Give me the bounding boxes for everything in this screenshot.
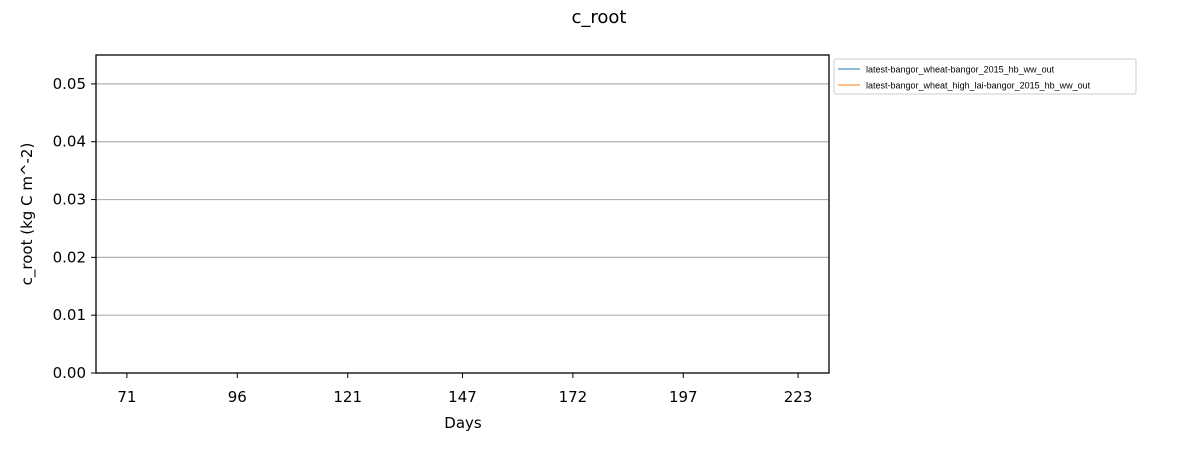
x-tick-label-1: 96 — [228, 388, 247, 406]
x-tick-label-6: 223 — [784, 388, 813, 406]
legend-label-0: latest-bangor_wheat-bangor_2015_hb_ww_ou… — [866, 65, 1055, 75]
y-tick-label-0: 0.00 — [53, 364, 86, 382]
x-tick-label-3: 147 — [448, 388, 477, 406]
y-axis: 0.00 0.01 0.02 0.03 0.04 0.05 — [53, 75, 96, 382]
y-tick-label-1: 0.01 — [53, 306, 86, 324]
x-tick-label-4: 172 — [559, 388, 588, 406]
legend-frame — [833, 58, 1137, 95]
x-axis-label: Days — [444, 414, 482, 432]
x-tick-label-2: 121 — [333, 388, 362, 406]
chart-title: c_root — [572, 7, 627, 28]
y-tick-label-2: 0.02 — [53, 248, 86, 266]
x-tick-label-5: 197 — [669, 388, 698, 406]
x-tick-label-0: 71 — [117, 388, 136, 406]
grid — [96, 83, 829, 316]
plot-frame — [95, 54, 830, 374]
legend: latest-bangor_wheat-bangor_2015_hb_ww_ou… — [833, 58, 1137, 95]
legend-label-1: latest-bangor_wheat_high_lai-bangor_2015… — [866, 81, 1091, 91]
y-tick-label-4: 0.04 — [53, 133, 86, 151]
y-axis-label: c_root (kg C m^-2) — [18, 143, 37, 286]
y-tick-label-5: 0.05 — [53, 75, 86, 93]
x-axis: 71 96 121 147 172 197 223 — [117, 373, 812, 406]
y-tick-label-3: 0.03 — [53, 191, 86, 209]
